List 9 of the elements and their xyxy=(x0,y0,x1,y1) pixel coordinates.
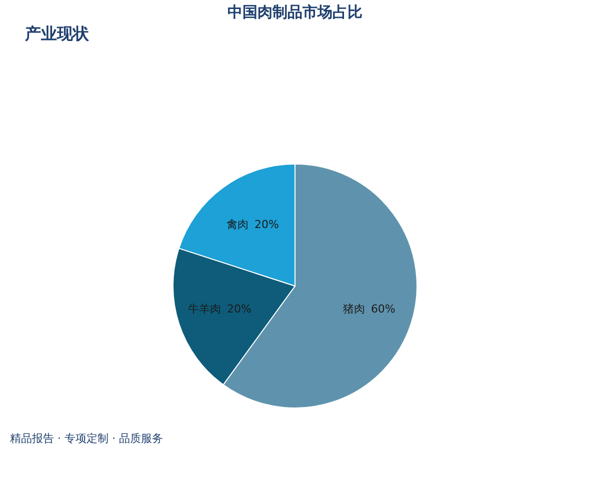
data-label: 20% xyxy=(254,218,279,231)
chart-title: 中国肉制品市场占比 xyxy=(228,3,362,21)
slice-label: 牛羊肉 xyxy=(188,302,222,316)
text: 精品报告 · 专项定制 · 品质服务 xyxy=(10,432,163,445)
chart-subtitle: 产业现状 xyxy=(24,24,90,43)
data-label: 20% xyxy=(227,302,252,316)
slice-label: 猪肉 xyxy=(342,302,365,316)
slice-label: 禽肉 xyxy=(226,218,249,231)
data-label: 60% xyxy=(370,302,396,316)
